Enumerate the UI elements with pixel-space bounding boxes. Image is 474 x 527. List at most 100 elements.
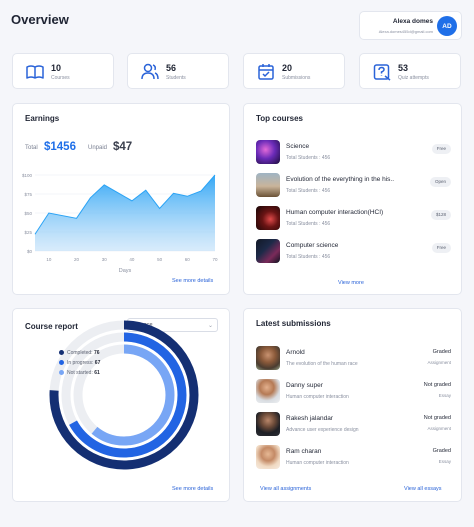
course-name: Science	[286, 143, 310, 150]
legend-value: 76	[93, 350, 100, 356]
stat-label: Quiz attempts	[398, 75, 429, 81]
completed-ring	[49, 320, 199, 470]
legend-label: In progress:	[67, 360, 94, 366]
stat-value: 10	[51, 63, 62, 73]
legend-value: 67	[94, 360, 101, 366]
submission-item[interactable]: Danny super Human computer interaction N…	[256, 379, 451, 405]
submission-name: Ram charan	[286, 448, 322, 455]
stat-card-courses[interactable]: 10 Courses	[12, 53, 114, 89]
course-thumbnail	[256, 140, 280, 164]
view-all-essays-link[interactable]: View all essays	[404, 486, 442, 492]
submission-type: Essay	[438, 459, 451, 464]
users-icon	[141, 63, 159, 80]
chevron-down-icon: ⌄	[207, 323, 213, 329]
calendar-check-icon	[258, 64, 274, 80]
course-badge: Free	[431, 243, 451, 253]
stat-value: 53	[398, 63, 409, 73]
quiz-icon	[373, 64, 391, 81]
avatar	[256, 445, 280, 469]
x-tick-label: 40	[129, 257, 135, 262]
course-name: Evolution of the everything in the his..	[286, 176, 395, 183]
y-tick-label: $0	[27, 249, 33, 254]
view-all-assignments-link[interactable]: View all assignments	[260, 486, 312, 492]
course-students: Total Students : 456	[286, 188, 331, 194]
course-badge: Free	[431, 144, 451, 154]
y-tick-label: $25	[24, 230, 32, 235]
book-icon	[26, 65, 44, 79]
submission-item[interactable]: Rakesh jalandar Advance user experience …	[256, 412, 451, 438]
legend-in-progress: In progress: 67	[59, 360, 100, 366]
legend-dot	[59, 360, 64, 365]
legend-value: 61	[94, 370, 100, 376]
y-tick-label: $50	[24, 211, 32, 216]
stat-label: Students	[166, 75, 186, 81]
earnings-area	[35, 175, 215, 251]
latest-submissions-title: Latest submissions	[256, 319, 331, 328]
course-report-title: Course report	[25, 322, 78, 331]
course-students: Total Students : 456	[286, 155, 331, 161]
latest-submissions-panel: Latest submissions Arnold The evolution …	[243, 308, 462, 502]
see-more-details-link[interactable]: See more details	[172, 486, 214, 492]
earnings-total: $1456	[44, 141, 76, 153]
x-tick-label: 70	[212, 257, 218, 262]
view-more-link[interactable]: View more	[338, 280, 364, 286]
course-students: Total Students : 456	[286, 254, 331, 260]
avatar	[256, 379, 280, 403]
submission-desc: Human computer interaction	[286, 460, 349, 466]
submission-status: Not graded	[423, 382, 451, 388]
stat-label: Courses	[51, 75, 70, 81]
see-more-details-link[interactable]: See more details	[172, 278, 214, 284]
submission-desc: The evolution of the human race	[286, 361, 358, 367]
earnings-chart: $0 $25 $50 $75 $100 10 20 30 40 50 60 70 Days	[22, 173, 218, 274]
course-thumbnail	[256, 173, 280, 197]
submission-type: Assignment	[427, 360, 451, 365]
x-tick-label: 60	[185, 257, 191, 262]
course-name: Human computer interaction(HCI)	[286, 209, 384, 216]
y-tick-label: $75	[24, 192, 32, 197]
course-students: Total Students : 456	[286, 221, 331, 227]
course-item[interactable]: Evolution of the everything in the his..…	[256, 173, 451, 199]
submission-name: Danny super	[286, 382, 323, 389]
submission-status: Not graded	[423, 415, 451, 421]
stat-value: 56	[166, 63, 177, 73]
stat-label: Submissions	[282, 75, 311, 81]
avatar[interactable]: AD	[437, 16, 457, 36]
course-name: Computer science	[286, 242, 339, 249]
course-badge: $128	[430, 210, 451, 220]
in-progress-ring	[61, 332, 187, 458]
legend-dot	[59, 370, 64, 375]
legend-label: Not started:	[67, 370, 93, 376]
submission-type: Assignment	[427, 426, 451, 431]
submission-desc: Advance user experience design	[286, 427, 359, 433]
stat-card-quiz-attempts[interactable]: 53 Quiz attempts	[359, 53, 461, 89]
course-thumbnail	[256, 206, 280, 230]
user-profile-card[interactable]: Alexa domes Alexa.domes455d@gmail.com AD	[359, 11, 462, 40]
submission-name: Rakesh jalandar	[286, 415, 333, 422]
submission-type: Essay	[438, 393, 451, 398]
course-item[interactable]: Computer science Total Students : 456 Fr…	[256, 239, 451, 265]
legend-dot	[59, 350, 64, 355]
course-item[interactable]: Science Total Students : 456 Free	[256, 140, 451, 166]
course-item[interactable]: Human computer interaction(HCI) Total St…	[256, 206, 451, 232]
legend-not-started: Not started: 61	[59, 370, 100, 376]
earnings-unpaid: $47	[113, 141, 133, 153]
x-tick-label: 10	[46, 257, 52, 262]
earnings-panel: Earnings Total $1456 Unpaid $47 $0 $25 $50…	[12, 103, 230, 295]
y-tick-label: $100	[22, 173, 33, 178]
course-thumbnail	[256, 239, 280, 263]
submission-item[interactable]: Arnold The evolution of the human race G…	[256, 346, 451, 372]
stat-card-students[interactable]: 56 Students	[127, 53, 229, 89]
earnings-total-label: Total	[25, 145, 38, 151]
top-courses-panel: Top courses Science Total Students : 456…	[243, 103, 462, 295]
legend-completed: Completed: 76	[59, 350, 100, 356]
page-title: Overview	[11, 12, 69, 27]
stat-card-submissions[interactable]: 20 Submissions	[243, 53, 345, 89]
avatar	[256, 412, 280, 436]
course-report-panel: Course report Science ⌄ Completed: 76 In…	[12, 308, 230, 502]
user-name: Alexa domes	[392, 18, 433, 25]
top-courses-title: Top courses	[256, 114, 303, 123]
earnings-unpaid-label: Unpaid	[88, 145, 108, 151]
submission-desc: Human computer interaction	[286, 394, 349, 400]
stat-value: 20	[282, 63, 293, 73]
submission-item[interactable]: Ram charan Human computer interaction Gr…	[256, 445, 451, 471]
